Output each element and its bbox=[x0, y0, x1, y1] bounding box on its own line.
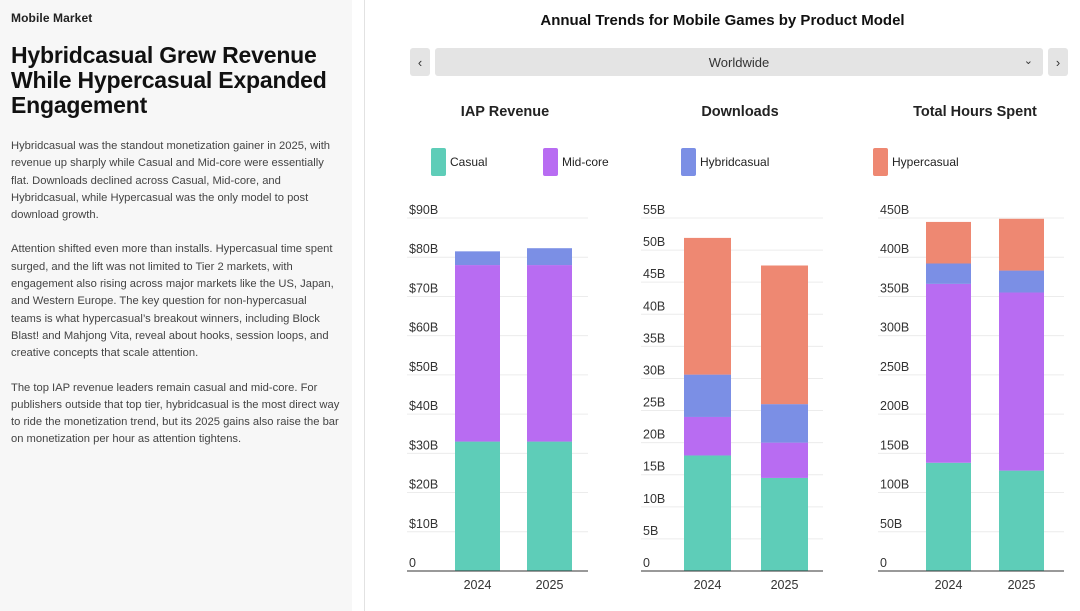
bar-segment-casual bbox=[926, 462, 971, 571]
chevron-right-icon: › bbox=[1055, 54, 1061, 70]
bar-segment-hybridcasual bbox=[684, 374, 731, 417]
bar-segment-hybridcasual bbox=[761, 404, 808, 443]
y-tick-label: $50B bbox=[409, 360, 438, 374]
y-tick-label: 45B bbox=[643, 267, 665, 281]
y-tick-label: 40B bbox=[643, 299, 665, 313]
legend-item-mid-core: Mid-core bbox=[543, 148, 609, 176]
y-tick-label: 400B bbox=[880, 242, 909, 256]
y-tick-label: 10B bbox=[643, 492, 665, 506]
bar-segment-hypercasual bbox=[684, 237, 731, 375]
x-tick-label: 2025 bbox=[536, 578, 564, 592]
next-button[interactable]: › bbox=[1048, 48, 1068, 76]
bar-segment-mid-core bbox=[999, 292, 1044, 471]
y-tick-label: $10B bbox=[409, 517, 438, 531]
y-tick-label: 100B bbox=[880, 478, 909, 492]
bar-segment-hypercasual bbox=[999, 218, 1044, 271]
bar-segment-hypercasual bbox=[926, 221, 971, 264]
bar-segment-casual bbox=[761, 477, 808, 571]
x-tick-label: 2025 bbox=[771, 578, 799, 592]
story-panel: Mobile Market Hybridcasual Grew Revenue … bbox=[0, 0, 352, 611]
panel-title: Total Hours Spent bbox=[913, 104, 1037, 120]
y-tick-label: 30B bbox=[643, 363, 665, 377]
story-body: Hybridcasual was the standout monetizati… bbox=[11, 138, 340, 449]
legend-label: Mid-core bbox=[562, 155, 609, 169]
y-tick-label: $80B bbox=[409, 242, 438, 256]
story-paragraph: The top IAP revenue leaders remain casua… bbox=[11, 381, 340, 446]
y-tick-label: $30B bbox=[409, 438, 438, 452]
y-tick-label: $60B bbox=[409, 321, 438, 335]
bar-segment-casual bbox=[455, 441, 500, 571]
bar-segment-mid-core bbox=[926, 283, 971, 463]
legend-item-hybridcasual: Hybridcasual bbox=[681, 148, 769, 176]
legend-swatch bbox=[431, 148, 446, 176]
y-tick-label: 0 bbox=[880, 556, 887, 570]
y-tick-label: 50B bbox=[643, 235, 665, 249]
legend-label: Hypercasual bbox=[892, 155, 959, 169]
y-tick-label: 300B bbox=[880, 321, 909, 335]
panel-divider bbox=[364, 0, 365, 611]
bar-segment-casual bbox=[999, 470, 1044, 571]
y-tick-label: 35B bbox=[643, 331, 665, 345]
legend-swatch bbox=[873, 148, 888, 176]
x-tick-label: 2024 bbox=[694, 578, 722, 592]
bar-segment-mid-core bbox=[455, 265, 500, 442]
bar-segment-mid-core bbox=[527, 265, 572, 442]
x-tick-label: 2024 bbox=[464, 578, 492, 592]
y-tick-label: 55B bbox=[643, 203, 665, 217]
bar-segment-hybridcasual bbox=[527, 248, 572, 266]
panel-title: IAP Revenue bbox=[461, 104, 549, 120]
y-tick-label: $70B bbox=[409, 281, 438, 295]
stacked-bar-charts: IAP Revenue 0 $10B $20B $30B $40B $50B $60B $70B… bbox=[407, 104, 1064, 592]
chevron-left-icon: ‹ bbox=[417, 54, 423, 70]
legend-label: Hybridcasual bbox=[700, 155, 770, 169]
panel-title: Downloads bbox=[701, 104, 778, 120]
legend-item-hypercasual: Hypercasual bbox=[873, 148, 959, 176]
y-tick-label: 150B bbox=[880, 438, 909, 452]
story-paragraph: Hybridcasual was the standout monetizati… bbox=[11, 140, 331, 222]
y-tick-label: $40B bbox=[409, 399, 438, 413]
y-tick-label: 200B bbox=[880, 399, 909, 413]
x-tick-label: 2024 bbox=[935, 578, 963, 592]
y-tick-label: 450B bbox=[880, 203, 909, 217]
y-tick-label: 0 bbox=[643, 556, 650, 570]
previous-button[interactable]: ‹ bbox=[410, 48, 430, 76]
region-select[interactable]: Worldwide ⌄ bbox=[435, 48, 1043, 76]
legend-item-casual: Casual bbox=[431, 148, 487, 176]
bar-segment-hypercasual bbox=[761, 265, 808, 405]
y-tick-label: 250B bbox=[880, 360, 909, 374]
legend-swatch bbox=[543, 148, 558, 176]
y-tick-label: 15B bbox=[643, 460, 665, 474]
chart-legend: Casual Mid-core Hybridcasual Hypercasual bbox=[365, 148, 1080, 178]
chevron-down-icon: ⌄ bbox=[1023, 55, 1033, 67]
region-select-value: Worldwide bbox=[708, 54, 770, 70]
x-tick-label: 2025 bbox=[1008, 578, 1036, 592]
y-tick-label: $20B bbox=[409, 478, 438, 492]
bar-segment-hybridcasual bbox=[999, 270, 1044, 293]
chart-title: Annual Trends for Mobile Games by Produc… bbox=[540, 12, 905, 29]
y-tick-label: $90B bbox=[409, 203, 438, 217]
bar-segment-hybridcasual bbox=[455, 251, 500, 266]
legend-label: Casual bbox=[450, 155, 488, 169]
bar-segment-mid-core bbox=[684, 416, 731, 456]
story-headline: Hybridcasual Grew Revenue While Hypercas… bbox=[11, 42, 327, 118]
y-tick-label: 25B bbox=[643, 396, 665, 410]
bar-segment-casual bbox=[527, 441, 572, 571]
y-tick-label: 350B bbox=[880, 281, 909, 295]
y-tick-label: 5B bbox=[643, 524, 658, 538]
section-kicker: Mobile Market bbox=[11, 11, 93, 25]
chart-panel: Annual Trends for Mobile Games by Produc… bbox=[365, 0, 1080, 611]
y-tick-label: 50B bbox=[880, 517, 902, 531]
legend-swatch bbox=[681, 148, 696, 176]
story-paragraph: Attention shifted even more than install… bbox=[11, 243, 334, 360]
bar-segment-casual bbox=[684, 455, 731, 571]
y-tick-label: 0 bbox=[409, 556, 416, 570]
bar-segment-mid-core bbox=[761, 442, 808, 478]
bar-segment-hybridcasual bbox=[926, 263, 971, 284]
y-tick-label: 20B bbox=[643, 428, 665, 442]
